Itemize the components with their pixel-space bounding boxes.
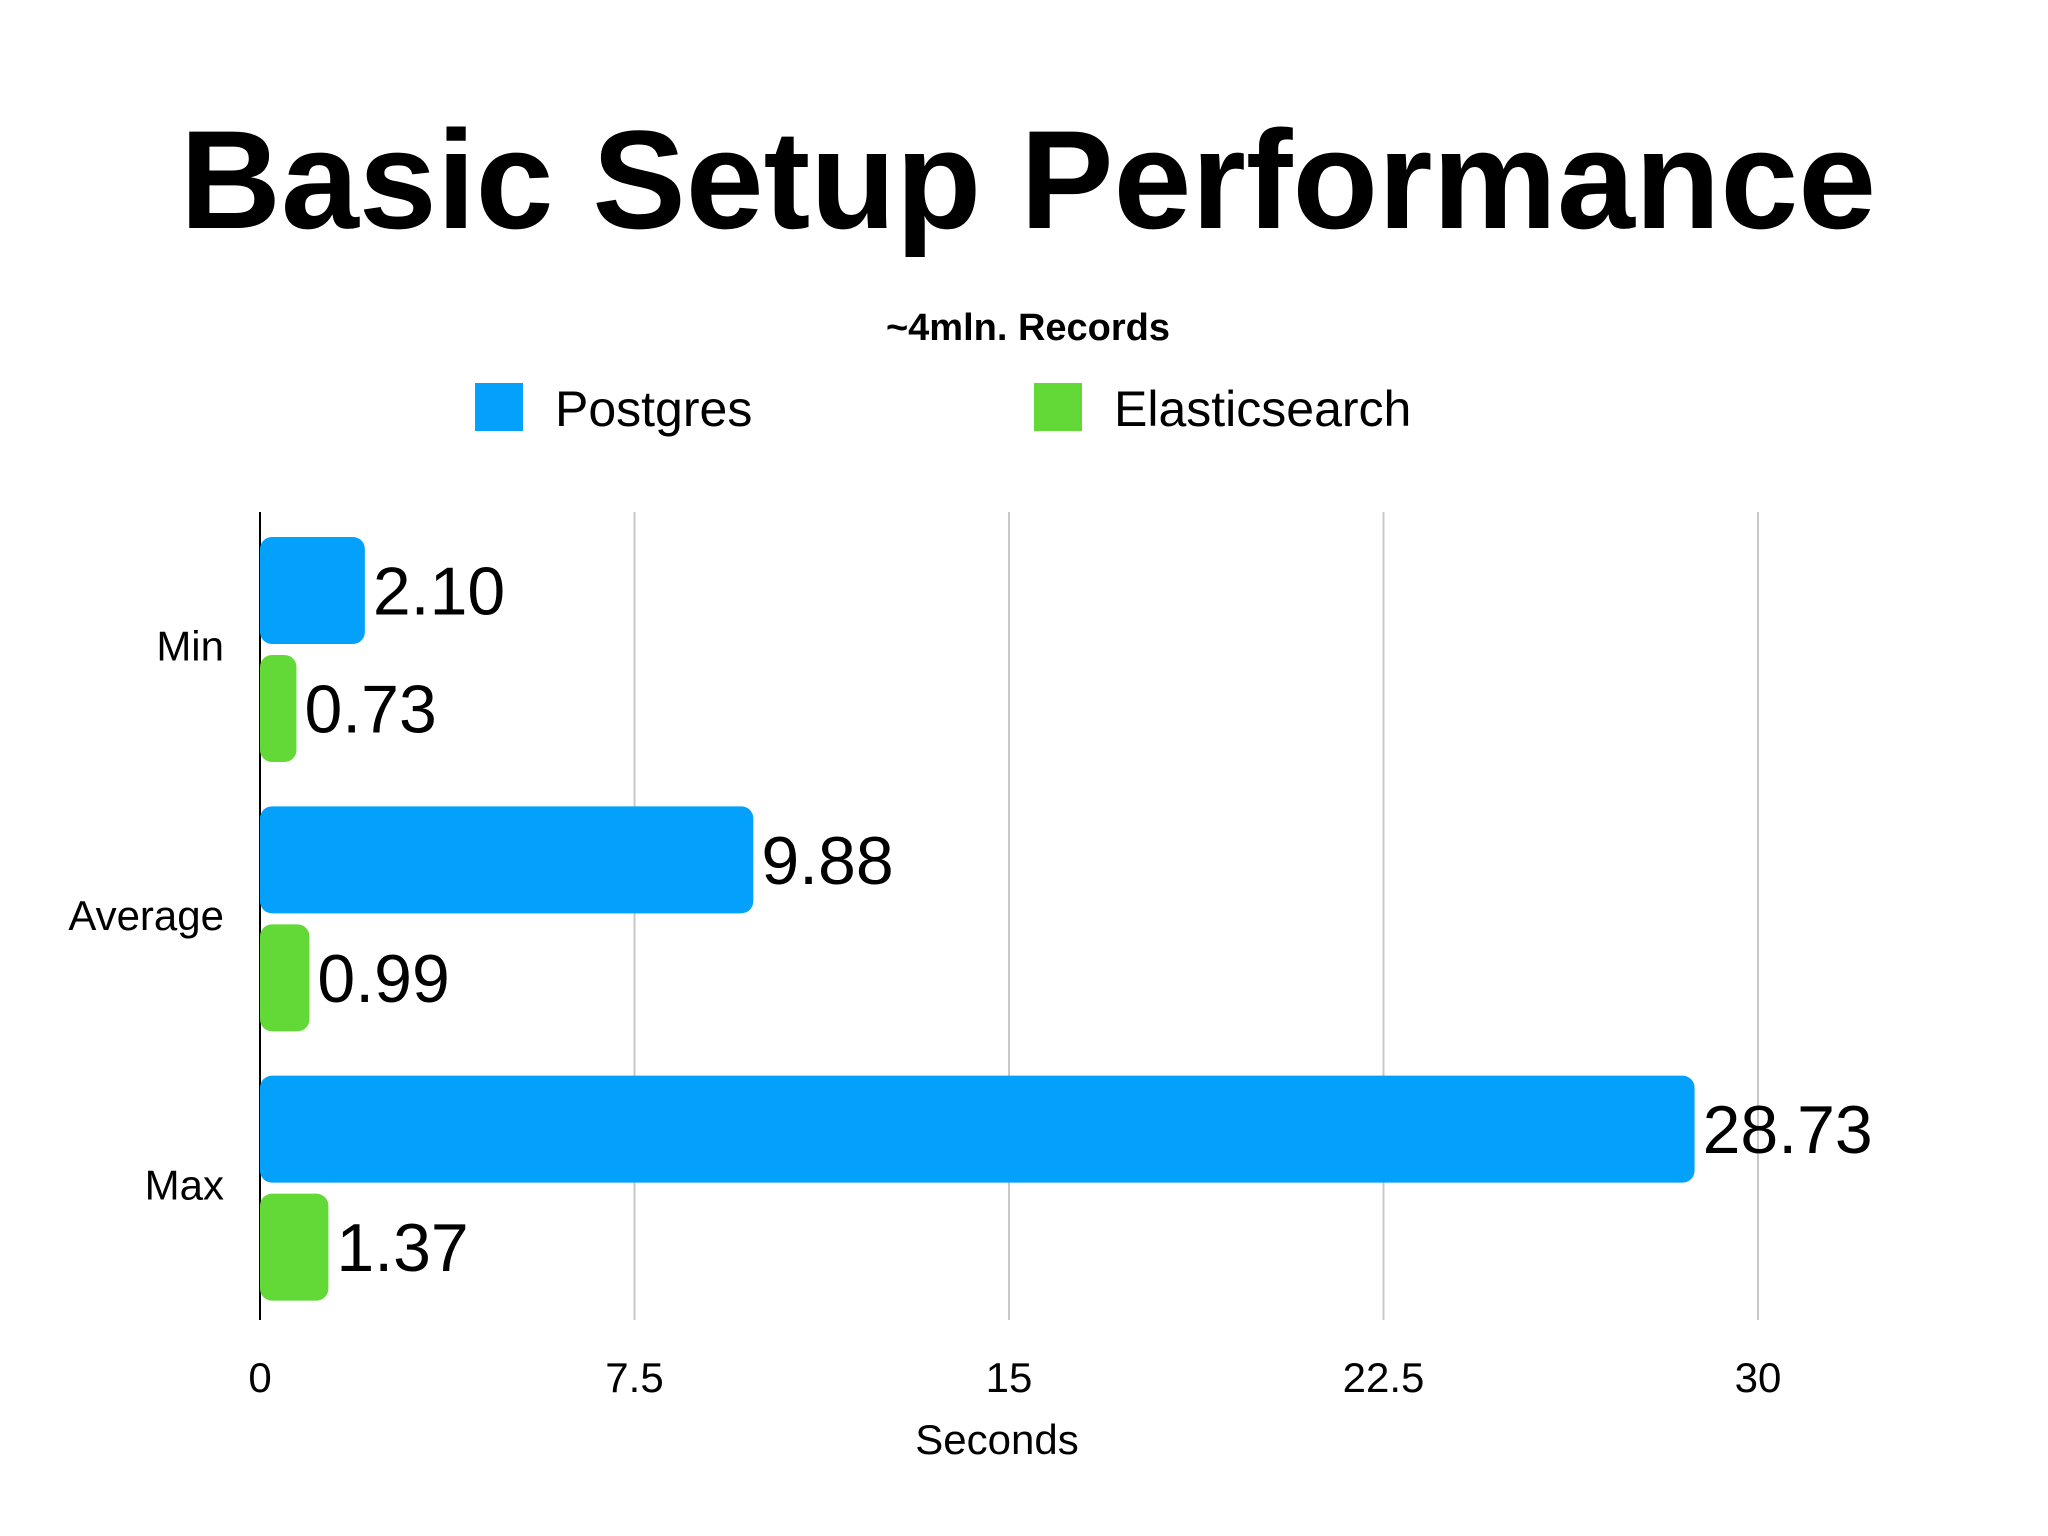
y-category-label: Max <box>145 1161 224 1208</box>
grid-lines <box>259 512 1759 1320</box>
chart-title: Basic Setup Performance <box>180 101 1876 258</box>
x-tick-label: 7.5 <box>605 1354 663 1401</box>
y-category-label: Min <box>156 623 224 670</box>
data-label-postgres: 28.73 <box>1703 1092 1873 1168</box>
bar-postgres <box>260 806 754 914</box>
x-axis-ticks: 0 7.5 15 22.5 30 <box>248 1354 1781 1401</box>
y-axis-categories: Min Average Max <box>68 623 224 1209</box>
legend-swatch-postgres <box>475 383 523 431</box>
legend-label-elasticsearch: Elasticsearch <box>1114 381 1411 437</box>
data-label-postgres: 2.10 <box>373 554 505 630</box>
data-label-elasticsearch: 1.37 <box>336 1210 468 1286</box>
bar-elasticsearch <box>260 1193 329 1301</box>
x-tick-label: 22.5 <box>1343 1354 1425 1401</box>
bar-postgres <box>260 1075 1695 1183</box>
x-tick-label: 0 <box>248 1354 271 1401</box>
legend: Postgres Elasticsearch <box>475 381 1411 437</box>
data-label-elasticsearch: 0.99 <box>317 941 449 1017</box>
legend-label-postgres: Postgres <box>555 381 752 437</box>
data-labels: 2.10 0.73 9.88 0.99 28.73 1.37 <box>304 554 1872 1287</box>
bar-postgres <box>260 537 365 644</box>
bar-elasticsearch <box>260 655 297 762</box>
bars <box>260 537 1695 1301</box>
legend-swatch-elasticsearch <box>1034 383 1082 431</box>
y-category-label: Average <box>68 892 224 939</box>
bar-elasticsearch <box>260 924 310 1032</box>
x-tick-label: 15 <box>986 1354 1033 1401</box>
x-tick-label: 30 <box>1735 1354 1782 1401</box>
data-label-elasticsearch: 0.73 <box>304 672 436 748</box>
data-label-postgres: 9.88 <box>761 823 893 899</box>
x-axis-label: Seconds <box>915 1416 1078 1463</box>
chart-subtitle: ~4mln. Records <box>886 307 1170 349</box>
